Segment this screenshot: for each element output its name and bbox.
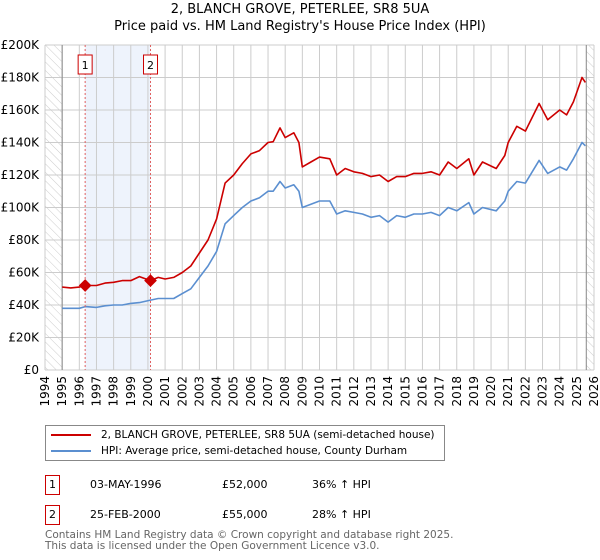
sale-badge: 2 bbox=[45, 505, 60, 525]
sale-date: 03-MAY-1996 bbox=[90, 478, 162, 491]
chart-subtitle: Price paid vs. HM Land Registry's House … bbox=[114, 19, 486, 34]
sale-badge-label: 2 bbox=[147, 59, 154, 72]
sale-hpi-diff: 36% ↑ HPI bbox=[312, 478, 371, 491]
y-tick-label: £140K bbox=[1, 136, 41, 150]
legend-label: HPI: Average price, semi-detached house,… bbox=[101, 445, 408, 457]
sale-hpi-diff: 28% ↑ HPI bbox=[312, 508, 371, 521]
sale-price: £55,000 bbox=[222, 508, 268, 521]
x-tick-label: 2007 bbox=[261, 376, 275, 407]
hpi-line bbox=[62, 141, 586, 310]
x-tick-label: 2002 bbox=[175, 376, 189, 407]
x-tick-label: 2018 bbox=[450, 376, 464, 407]
sale-badge-label: 1 bbox=[82, 59, 89, 72]
sale-badge bbox=[143, 54, 159, 75]
x-tick-label: 2004 bbox=[210, 376, 224, 407]
x-tick-label: 2009 bbox=[295, 376, 309, 407]
y-tick-label: £120K bbox=[1, 168, 41, 182]
x-tick-label: 1997 bbox=[89, 376, 103, 407]
x-tick-label: 2023 bbox=[536, 376, 550, 407]
legend-swatch-red bbox=[51, 434, 91, 436]
x-tick-label: 2000 bbox=[141, 376, 155, 407]
x-tick-label: 2017 bbox=[433, 376, 447, 407]
chart-title: 2, BLANCH GROVE, PETERLEE, SR8 5UA bbox=[170, 2, 430, 17]
x-tick-label: 2015 bbox=[398, 376, 412, 407]
x-tick-label: 1996 bbox=[72, 376, 86, 407]
y-tick-label: £20K bbox=[8, 331, 40, 345]
legend-item-property: 2, BLANCH GROVE, PETERLEE, SR8 5UA (semi… bbox=[51, 429, 435, 441]
x-tick-label: 2024 bbox=[553, 376, 567, 407]
x-tick-label: 2001 bbox=[158, 376, 172, 407]
sale-row: 1 03-MAY-1996 £52,000 36% ↑ HPI bbox=[45, 475, 465, 495]
sale-date: 25-FEB-2000 bbox=[90, 508, 161, 521]
y-tick-label: £0 bbox=[24, 363, 39, 377]
x-tick-label: 2020 bbox=[484, 376, 498, 407]
y-tick-label: £180K bbox=[1, 71, 41, 85]
sale-price: £52,000 bbox=[222, 478, 268, 491]
y-tick-label: £60K bbox=[8, 266, 40, 280]
x-tick-label: 1998 bbox=[107, 376, 121, 407]
x-tick-label: 2006 bbox=[244, 376, 258, 407]
y-tick-label: £80K bbox=[8, 233, 40, 247]
x-tick-label: 2003 bbox=[192, 376, 206, 407]
x-tick-label: 2025 bbox=[570, 376, 584, 407]
x-tick-label: 1994 bbox=[38, 376, 52, 407]
x-tick-label: 1995 bbox=[55, 376, 69, 407]
x-tick-label: 2011 bbox=[330, 376, 344, 407]
x-tick-label: 2014 bbox=[381, 376, 395, 407]
y-tick-label: £160K bbox=[1, 103, 41, 117]
x-tick-label: 1999 bbox=[124, 376, 138, 407]
legend-item-hpi: HPI: Average price, semi-detached house,… bbox=[51, 445, 407, 457]
y-tick-label: £100K bbox=[1, 201, 41, 215]
legend-label: 2, BLANCH GROVE, PETERLEE, SR8 5UA (semi… bbox=[101, 429, 435, 441]
legend-swatch-blue bbox=[51, 450, 91, 452]
sale-badge: 1 bbox=[45, 475, 60, 495]
y-tick-label: £40K bbox=[8, 298, 40, 312]
y-tick-label: £200K bbox=[1, 38, 41, 52]
x-tick-label: 2008 bbox=[278, 376, 292, 407]
sale-point bbox=[144, 274, 157, 287]
x-tick-label: 2012 bbox=[347, 376, 361, 407]
sale-badge bbox=[77, 54, 93, 75]
legend: 2, BLANCH GROVE, PETERLEE, SR8 5UA (semi… bbox=[45, 425, 445, 461]
footer-licence: This data is licensed under the Open Gov… bbox=[45, 540, 380, 552]
footer-copyright: Contains HM Land Registry data © Crown c… bbox=[45, 529, 454, 541]
x-tick-label: 2021 bbox=[501, 376, 515, 407]
x-tick-label: 2022 bbox=[518, 376, 532, 407]
x-tick-label: 2019 bbox=[467, 376, 481, 407]
footer: Contains HM Land Registry data © Crown c… bbox=[45, 530, 453, 552]
x-tick-label: 2026 bbox=[587, 376, 600, 407]
sale-row: 2 25-FEB-2000 £55,000 28% ↑ HPI bbox=[45, 505, 465, 525]
x-tick-label: 2005 bbox=[227, 376, 241, 407]
x-tick-label: 2013 bbox=[364, 376, 378, 407]
x-tick-label: 2010 bbox=[313, 376, 327, 407]
sale-point bbox=[78, 279, 92, 292]
x-tick-label: 2016 bbox=[415, 376, 429, 407]
